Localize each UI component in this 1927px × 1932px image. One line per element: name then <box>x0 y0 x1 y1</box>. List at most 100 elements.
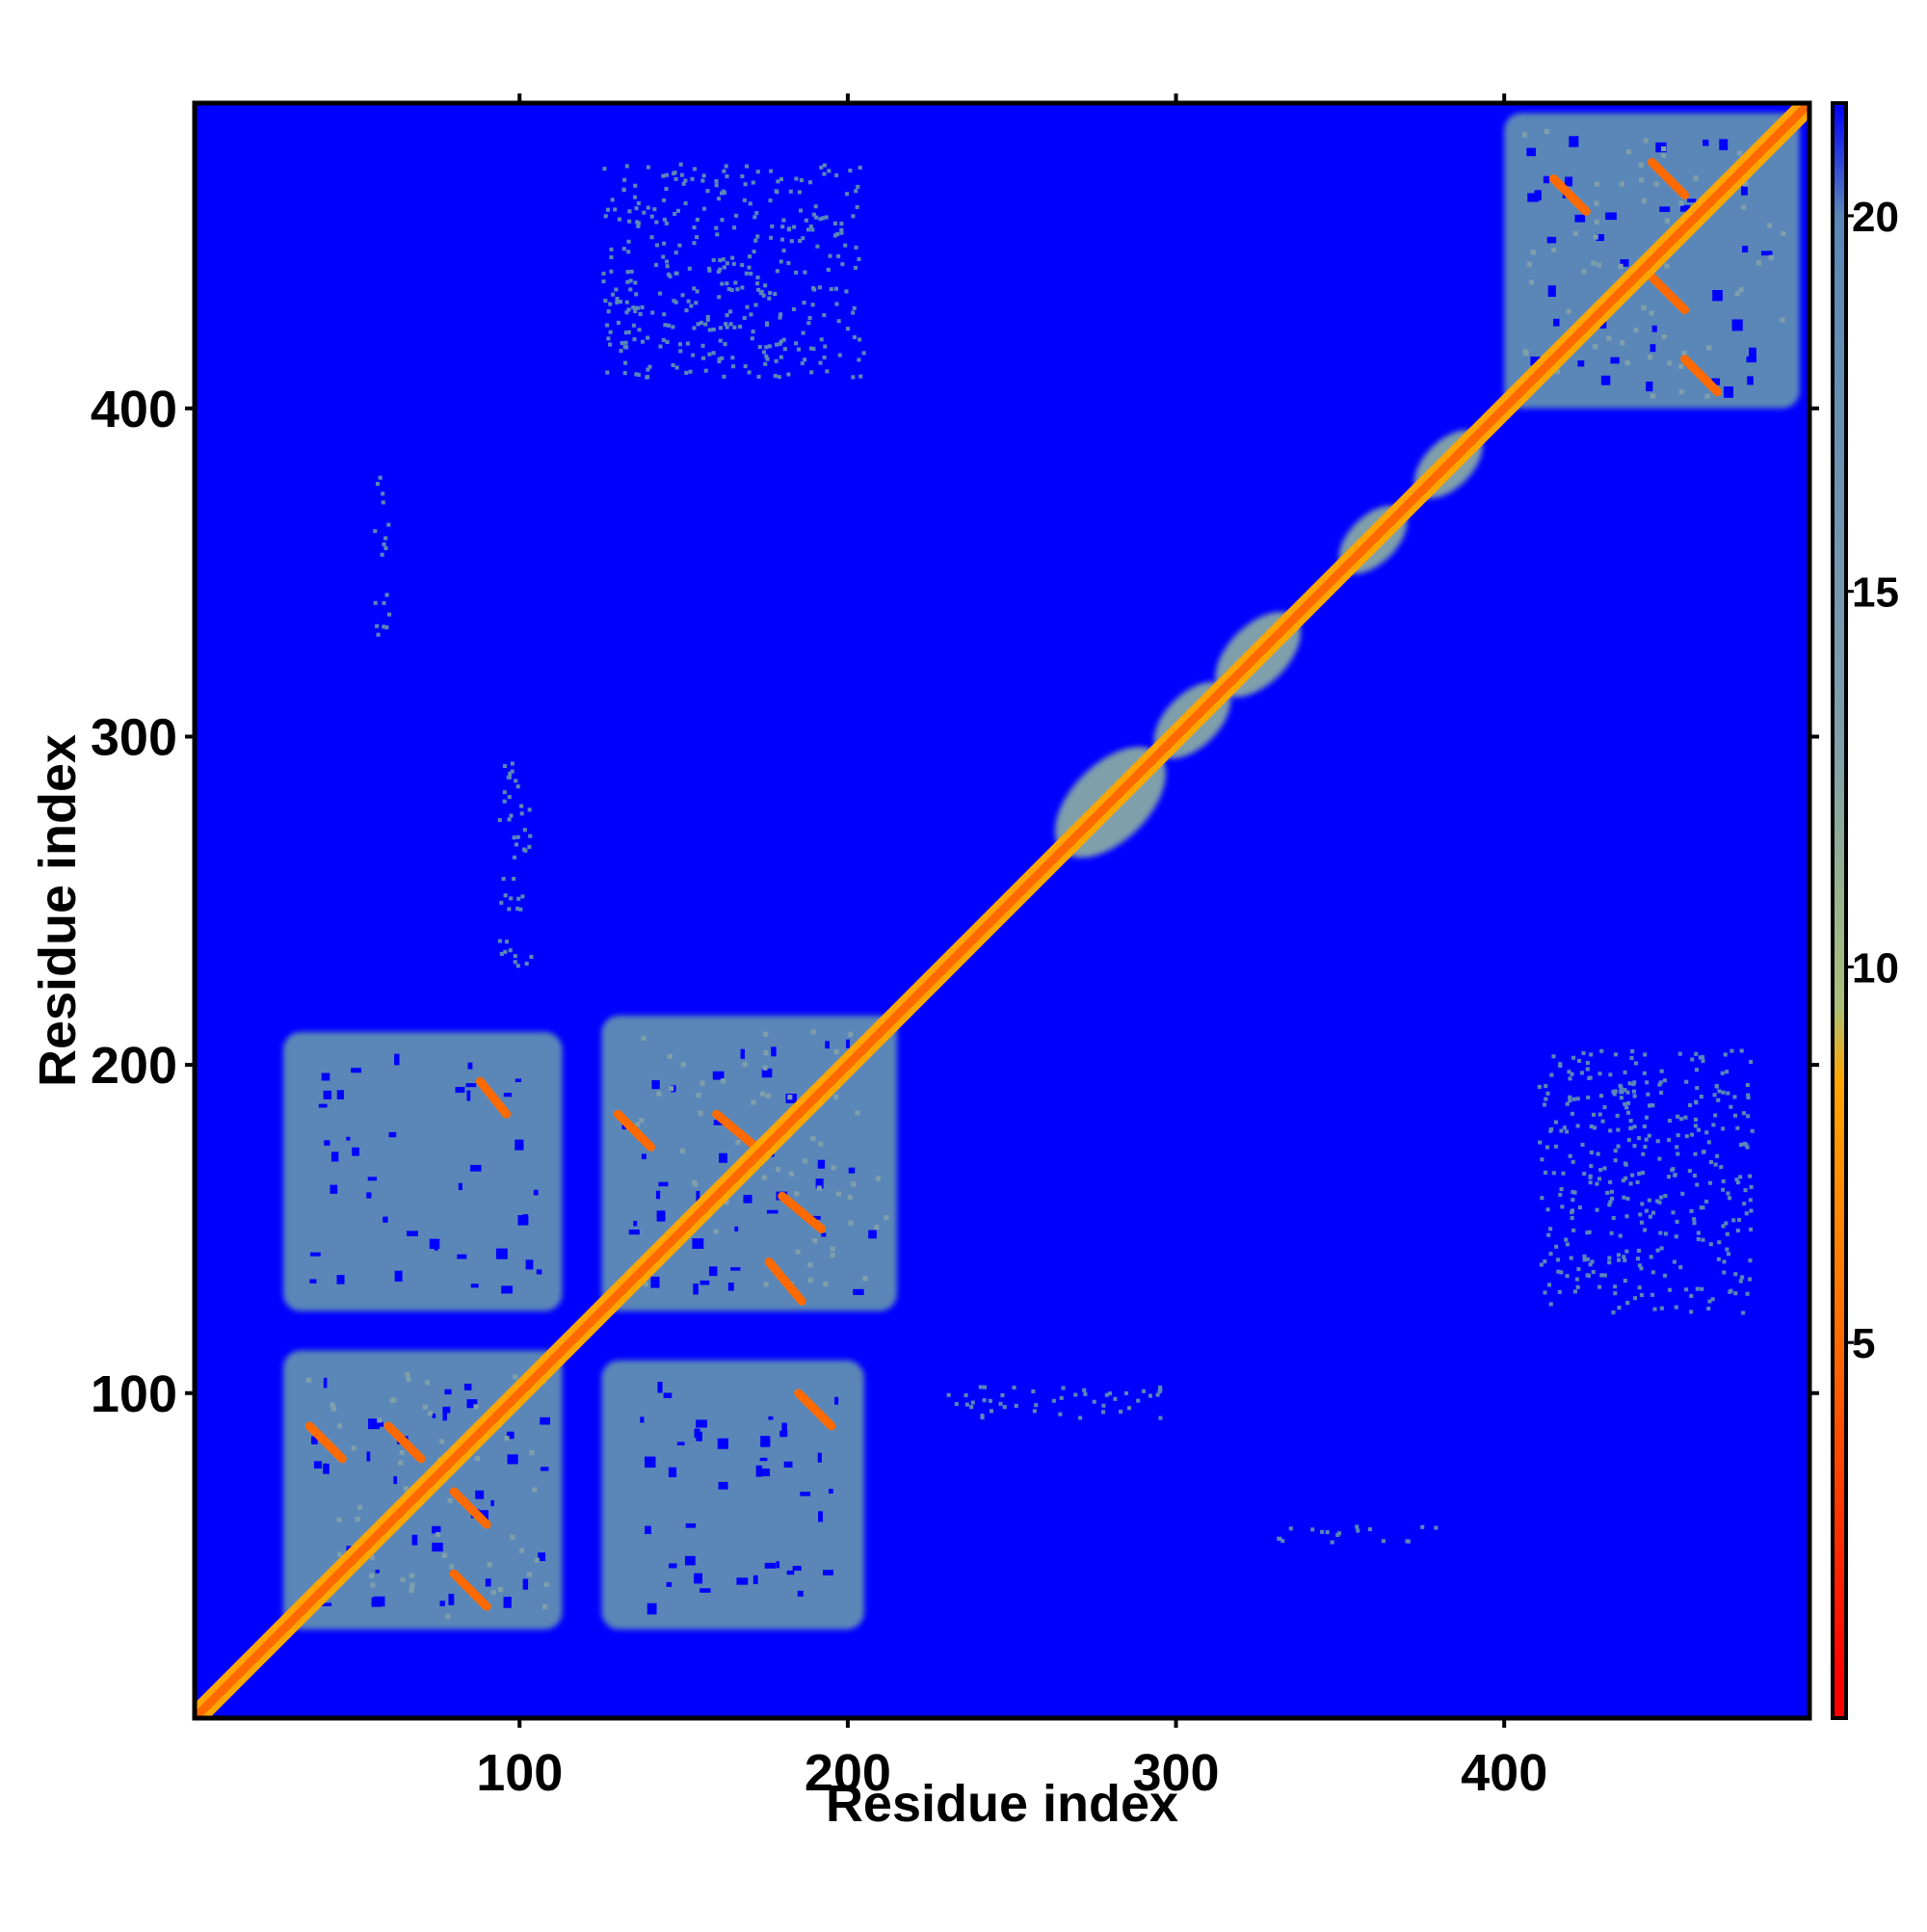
sparse-contact-cell <box>662 312 667 317</box>
sparse-contact-cell <box>1700 1286 1704 1291</box>
sparse-contact-cell <box>1725 1247 1729 1252</box>
sparse-contact-cell <box>730 255 735 260</box>
sparse-contact-cell <box>664 221 669 225</box>
block-gap-cell <box>650 1276 660 1288</box>
sparse-contact-cell <box>1082 1388 1087 1392</box>
block-contact-cell <box>696 1093 701 1098</box>
sparse-contact-cell <box>755 170 760 174</box>
sparse-contact-cell <box>1613 1089 1618 1094</box>
sparse-contact-cell <box>695 289 700 294</box>
block-contact-cell <box>787 1095 793 1100</box>
sparse-contact-cell <box>711 351 716 356</box>
sparse-contact-cell <box>714 183 719 188</box>
sparse-contact-cell <box>1545 1207 1550 1212</box>
sparse-contact-cell <box>780 225 785 229</box>
sparse-contact-cell <box>1596 1151 1600 1156</box>
sparse-contact-cell <box>742 315 747 321</box>
block-gap-cell <box>501 1285 513 1294</box>
sparse-contact-cell <box>605 207 611 212</box>
sparse-contact-cell <box>506 775 511 780</box>
sparse-contact-cell <box>714 178 719 183</box>
sparse-contact-cell <box>1663 1231 1668 1236</box>
sparse-contact-cell <box>633 305 638 310</box>
block-gap-cell <box>1687 198 1697 203</box>
sparse-contact-cell <box>519 804 524 808</box>
sparse-contact-cell <box>624 310 629 315</box>
block-gap-cell <box>825 1041 831 1049</box>
sparse-contact-cell <box>1592 1125 1597 1130</box>
block-gap-cell <box>394 1053 400 1066</box>
sparse-contact-cell <box>839 230 844 235</box>
sparse-contact-cell <box>1561 1171 1566 1176</box>
sparse-contact-cell <box>1704 1199 1709 1204</box>
sparse-contact-cell <box>1694 1100 1699 1105</box>
sparse-contact-cell <box>801 236 805 241</box>
sparse-contact-cell <box>1597 1284 1602 1289</box>
sparse-contact-cell <box>499 900 504 905</box>
sparse-contact-cell <box>700 178 705 183</box>
block-gap-cell <box>388 1131 397 1138</box>
sparse-contact-cell <box>1613 1284 1618 1289</box>
block-gap-cell <box>1651 325 1657 332</box>
sparse-contact-cell <box>1553 1120 1558 1125</box>
sparse-contact-cell <box>1646 1092 1650 1097</box>
sparse-contact-cell <box>1559 1270 1564 1275</box>
sparse-contact-cell <box>631 305 636 310</box>
sparse-contact-cell <box>1559 1128 1564 1133</box>
sparse-contact-cell <box>791 306 797 311</box>
sparse-contact-cell <box>1667 1137 1672 1143</box>
colorbar-tick-label: 10 <box>1852 944 1899 992</box>
sparse-contact-cell <box>1548 1227 1553 1231</box>
sparse-contact-cell <box>1031 1389 1036 1393</box>
sparse-contact-cell <box>1588 1180 1593 1185</box>
sparse-contact-cell <box>1716 1257 1721 1261</box>
sparse-contact-cell <box>646 335 650 340</box>
block-gap-cell <box>507 1454 518 1465</box>
block-contact-cell <box>351 1445 356 1451</box>
sparse-contact-cell <box>684 308 689 313</box>
block-contact-cell <box>848 1031 854 1037</box>
sparse-contact-cell <box>1711 1123 1716 1127</box>
sparse-contact-cell <box>665 339 670 345</box>
sparse-contact-cell <box>770 224 775 228</box>
sparse-contact-cell <box>707 328 712 332</box>
sparse-contact-cell <box>1648 1103 1652 1108</box>
sparse-contact-cell <box>716 269 721 275</box>
block-gap-cell <box>503 1093 513 1098</box>
sparse-contact-cell <box>1668 1287 1673 1292</box>
sparse-contact-cell <box>518 907 523 912</box>
sparse-contact-cell <box>1158 1416 1163 1420</box>
sparse-contact-cell <box>1420 1524 1425 1529</box>
sparse-contact-cell <box>796 347 801 352</box>
block-gap-cell <box>1723 386 1734 398</box>
sparse-contact-cell <box>720 191 725 196</box>
sparse-contact-cell <box>1571 1055 1576 1060</box>
block-gap-cell <box>1650 344 1656 353</box>
sparse-contact-cell <box>623 340 628 345</box>
sparse-contact-cell <box>818 360 823 365</box>
block-contact-cell <box>439 1439 445 1444</box>
y-tick-label: 200 <box>91 1037 177 1095</box>
block-gap-cell <box>458 1182 462 1191</box>
sparse-contact-cell <box>779 237 785 242</box>
block-gap-cell <box>815 1178 824 1189</box>
contact-line <box>794 1389 836 1431</box>
sparse-contact-cell <box>1113 1396 1118 1401</box>
sparse-contact-cell <box>622 344 627 349</box>
sparse-contact-cell <box>503 949 508 954</box>
block-contact-cell <box>1625 148 1631 154</box>
block-contact-cell <box>337 1423 343 1429</box>
block-contact-cell <box>724 1200 729 1205</box>
sparse-contact-cell <box>527 807 532 812</box>
sparse-contact-cell <box>1632 1094 1637 1098</box>
block-gap-cell <box>540 1416 551 1425</box>
block-gap-cell <box>779 1430 788 1438</box>
block-contact-cell <box>761 1175 767 1180</box>
sparse-contact-cell <box>833 286 838 291</box>
block-gap-cell <box>655 1190 661 1200</box>
sparse-contact-cell <box>1728 1289 1732 1294</box>
sparse-contact-cell <box>699 320 703 325</box>
sparse-contact-cell <box>608 302 613 306</box>
sparse-contact-cell <box>632 195 638 199</box>
block-gap-cell <box>485 1578 491 1587</box>
